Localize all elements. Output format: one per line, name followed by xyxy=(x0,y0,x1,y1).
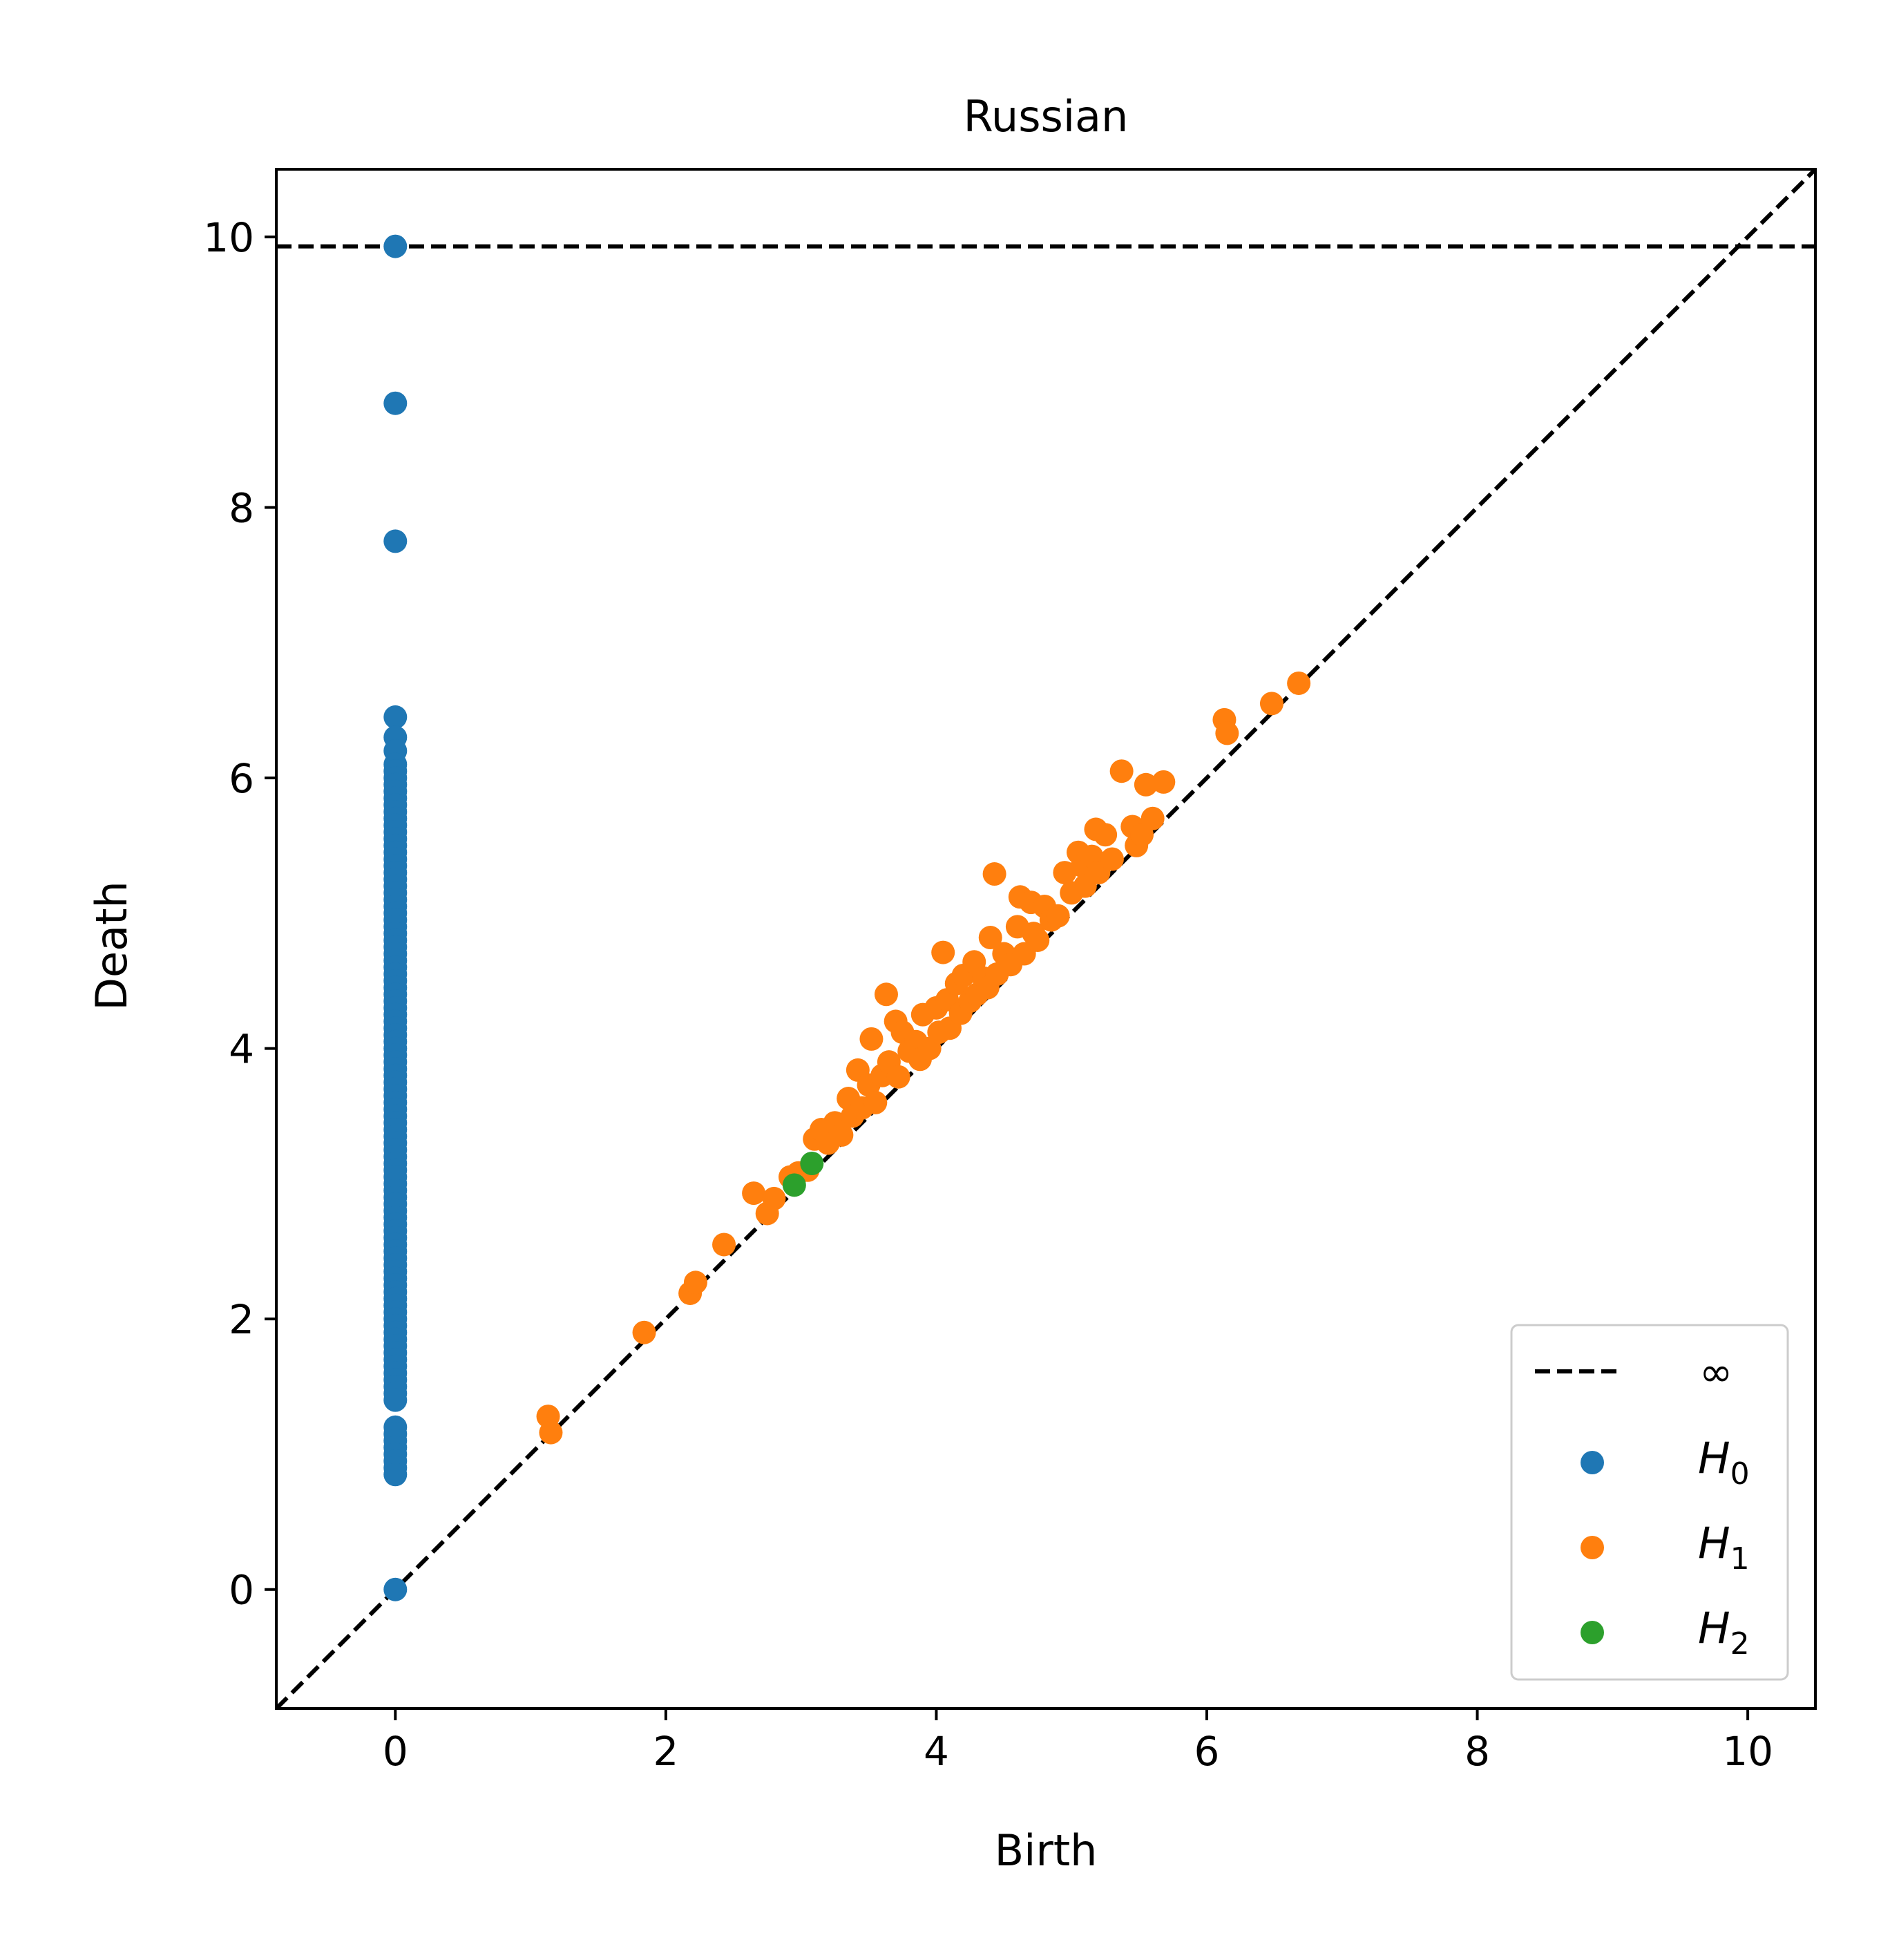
h0-point xyxy=(383,234,408,258)
h1-point xyxy=(1134,772,1158,797)
h1-point xyxy=(1287,671,1311,695)
h1-point xyxy=(1109,759,1134,783)
legend-h1-label: H1 xyxy=(1698,1518,1750,1577)
h1-point xyxy=(1152,770,1176,794)
h1-point xyxy=(863,1090,888,1114)
x-tick-label: 8 xyxy=(1464,1728,1490,1775)
h1-point xyxy=(1215,721,1239,745)
h1-point xyxy=(1094,823,1118,847)
h1-point xyxy=(859,1027,884,1051)
h1-point xyxy=(762,1186,786,1210)
h1-point xyxy=(978,926,1002,950)
x-tick-label: 6 xyxy=(1194,1728,1220,1775)
legend-h2-label: H2 xyxy=(1698,1603,1750,1662)
legend-h0-label: H0 xyxy=(1698,1433,1750,1492)
x-axis-label: Birth xyxy=(995,1825,1098,1876)
h0-point xyxy=(383,1463,408,1487)
x-tick-label: 4 xyxy=(924,1728,949,1775)
y-tick-label: 0 xyxy=(229,1567,254,1614)
h0-point xyxy=(383,529,408,553)
h1-point xyxy=(1100,847,1124,871)
x-tick-label: 2 xyxy=(653,1728,678,1775)
h1-point xyxy=(886,1065,910,1089)
y-tick-label: 10 xyxy=(203,214,254,261)
legend: ∞ H0 H1 H2 xyxy=(1510,1324,1789,1681)
h1-point xyxy=(1259,692,1283,716)
h1-point xyxy=(982,862,1006,886)
h2-point xyxy=(800,1151,824,1175)
h1-point xyxy=(1053,861,1077,885)
legend-h2-marker xyxy=(1581,1621,1604,1644)
h1-point xyxy=(830,1123,854,1147)
h1-point xyxy=(742,1181,766,1206)
legend-box xyxy=(1510,1324,1789,1681)
legend-h1-marker xyxy=(1581,1536,1604,1559)
y-tick-label: 8 xyxy=(229,484,254,531)
h2-point xyxy=(782,1173,806,1197)
legend-infinity-label: ∞ xyxy=(1699,1349,1732,1396)
h1-point xyxy=(1026,928,1050,952)
legend-h0-marker xyxy=(1581,1451,1604,1474)
chart-title: Russian xyxy=(964,91,1129,142)
h1-point xyxy=(1046,904,1070,928)
h1-point xyxy=(712,1233,736,1257)
x-tick-label: 10 xyxy=(1722,1728,1773,1775)
h1-point xyxy=(632,1320,656,1344)
plot-frame xyxy=(275,168,1817,1710)
y-tick-label: 2 xyxy=(229,1296,254,1343)
series-h1 xyxy=(536,671,1311,1445)
y-tick-label: 4 xyxy=(229,1026,254,1073)
h0-point xyxy=(383,705,408,729)
h1-point xyxy=(1140,806,1165,830)
x-tick-label: 0 xyxy=(383,1728,408,1775)
h1-point xyxy=(931,940,955,964)
series-h2 xyxy=(782,1151,824,1197)
h1-point xyxy=(683,1271,707,1295)
h0-point xyxy=(383,1577,408,1601)
h1-point xyxy=(539,1420,563,1445)
h0-point xyxy=(383,391,408,415)
y-axis-label: Death xyxy=(86,881,137,1010)
y-tick-label: 6 xyxy=(229,755,254,802)
series-h0 xyxy=(383,234,408,1601)
h1-point xyxy=(874,982,898,1007)
h0-point xyxy=(383,1388,408,1412)
